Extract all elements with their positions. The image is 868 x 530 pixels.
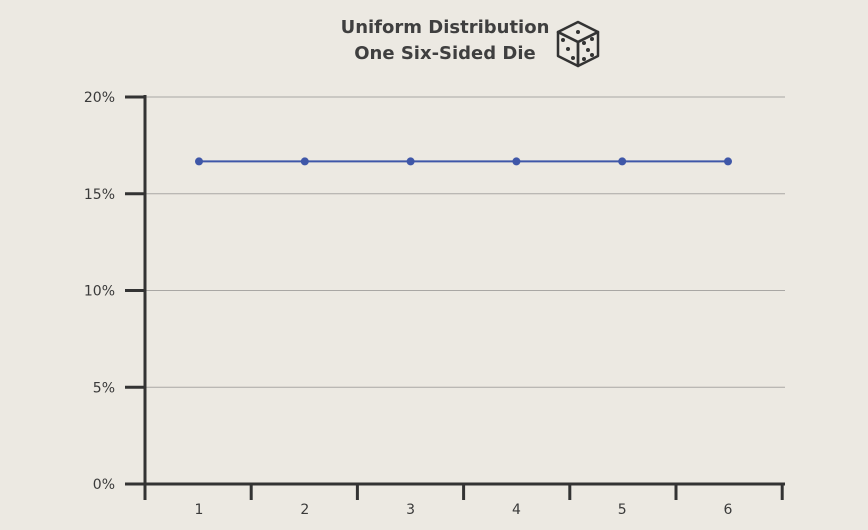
x-tick-labels: 1 2 3 4 5 6 [195,502,733,518]
x-tick-label: 1 [195,502,204,518]
x-tick-label: 3 [406,502,415,518]
y-tick-label: 0% [93,477,115,493]
y-tick-label: 20% [84,90,115,106]
data-point [618,157,627,166]
dice-icon [556,20,600,68]
data-point [195,157,203,166]
chart-subtitle-text: One Six-Sided Die [354,43,536,64]
data-point [512,157,521,166]
y-tick-labels: 0% 5% 10% 15% 20% [84,90,115,493]
data-point [300,157,309,166]
grid-lines [145,96,785,388]
chart-title-text: Uniform Distribution [341,17,550,38]
series [195,157,732,166]
x-tick-label: 6 [724,502,733,518]
y-tick-label: 15% [84,187,115,203]
y-tick-label: 5% [93,380,115,396]
axes [125,95,785,500]
chart-title: Uniform Distribution One Six-Sided Die [341,17,550,64]
y-tick-label: 10% [84,284,115,300]
data-point [724,157,732,166]
x-tick-label: 5 [618,502,627,518]
x-tick-label: 2 [300,502,309,518]
x-tick-label: 4 [512,502,521,518]
data-point [406,157,415,166]
